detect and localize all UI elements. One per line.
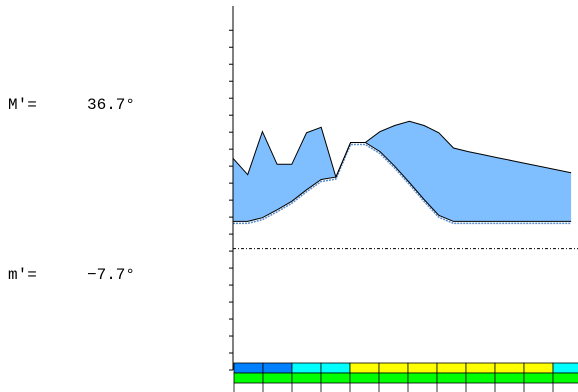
band-lower-shadow bbox=[233, 143, 572, 225]
strip-row1-cell-1 bbox=[262, 362, 293, 374]
band-layer bbox=[232, 120, 572, 225]
strip-row2-cell-0 bbox=[233, 372, 264, 384]
axis-layer bbox=[229, 6, 578, 371]
strip-row1-cell-10 bbox=[523, 362, 554, 374]
strip-row2-cell-2 bbox=[291, 372, 322, 384]
strip-row1-cell-0 bbox=[233, 362, 264, 374]
strip-row2-cell-11 bbox=[552, 372, 578, 384]
band-area-left bbox=[233, 127, 336, 222]
strip-row1-cell-3 bbox=[320, 362, 351, 374]
max-readout-label: M′= bbox=[8, 96, 37, 114]
strip-row2-cell-10 bbox=[523, 372, 554, 384]
band-lower-edge bbox=[233, 142, 572, 222]
strip-row1-cell-5 bbox=[378, 362, 409, 374]
strip-row2-cell-7 bbox=[436, 372, 467, 384]
strip-row1-cell-11 bbox=[552, 362, 578, 374]
strip-row2-cell-9 bbox=[494, 372, 525, 384]
strip-row2-cell-3 bbox=[320, 372, 351, 384]
strip-row2-cell-5 bbox=[378, 372, 409, 384]
strip-row1-cell-4 bbox=[349, 362, 380, 374]
min-readout-value: −7.7° bbox=[87, 266, 136, 284]
strip-row1-cell-2 bbox=[291, 362, 322, 374]
band-area-right bbox=[365, 121, 572, 222]
status-strip bbox=[233, 362, 578, 392]
strip-row1-cell-6 bbox=[407, 362, 438, 374]
min-readout-label: m′= bbox=[8, 266, 37, 284]
strip-row1-cell-9 bbox=[494, 362, 525, 374]
strip-row2-cell-8 bbox=[465, 372, 496, 384]
strip-row2-cell-4 bbox=[349, 372, 380, 384]
strip-row2-cell-1 bbox=[262, 372, 293, 384]
strip-row1-cell-8 bbox=[465, 362, 496, 374]
strip-row1-cell-7 bbox=[436, 362, 467, 374]
band-upper-edge bbox=[232, 120, 572, 179]
max-readout-value: 36.7° bbox=[87, 96, 136, 114]
strip-row2-cell-6 bbox=[407, 372, 438, 384]
